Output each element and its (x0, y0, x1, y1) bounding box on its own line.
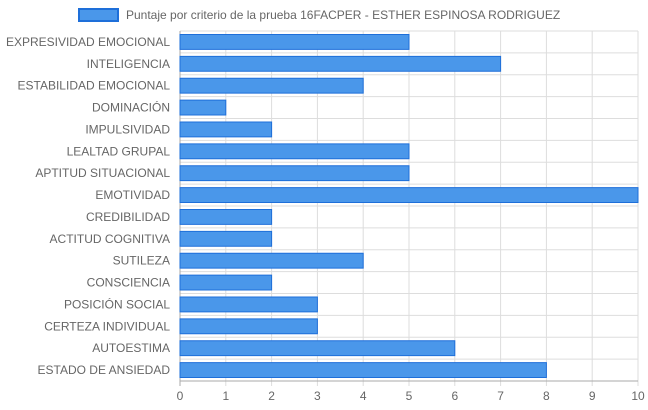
x-tick-label: 6 (451, 389, 458, 403)
bar[interactable] (179, 55, 502, 72)
x-tick-label: 2 (268, 389, 275, 403)
bar[interactable] (179, 274, 273, 291)
category-label: ESTADO DE ANSIEDAD (38, 363, 171, 377)
category-label: INTELIGENCIA (87, 57, 170, 71)
x-tick-label: 8 (543, 389, 550, 403)
bar[interactable] (179, 362, 547, 378)
grid (179, 30, 639, 386)
bar[interactable] (179, 318, 318, 335)
legend-swatch (78, 8, 119, 22)
bar[interactable] (179, 77, 364, 94)
category-label: LEALTAD GRUPAL (67, 144, 171, 158)
category-label: CERTEZA INDIVIDUAL (44, 319, 170, 333)
bar[interactable] (179, 143, 410, 160)
x-tick-label: 0 (177, 389, 184, 403)
x-tick-label: 3 (314, 389, 321, 403)
x-tick-label: 1 (222, 389, 229, 403)
bar[interactable] (179, 209, 273, 225)
x-tick-labels: 0 1 2 3 4 5 6 7 8 9 10 (177, 389, 645, 403)
bar[interactable] (179, 99, 227, 116)
category-label: POSICIÓN SOCIAL (64, 296, 170, 311)
category-label: DOMINACIÓN (92, 100, 170, 115)
bars (179, 34, 639, 378)
legend[interactable]: Puntaje por criterio de la prueba 16FACP… (78, 8, 560, 22)
category-label: EMOTIVIDAD (95, 188, 170, 202)
category-labels: EXPRESIVIDAD EMOCIONAL INTELIGENCIA ESTABI… (6, 35, 170, 377)
bar[interactable] (179, 165, 410, 182)
bar[interactable] (179, 230, 273, 247)
category-label: APTITUD SITUACIONAL (35, 166, 170, 180)
x-tick-label: 4 (360, 389, 367, 403)
legend-label: Puntaje por criterio de la prueba 16FACP… (126, 8, 560, 22)
bar[interactable] (179, 296, 318, 313)
x-tick-label: 7 (497, 389, 504, 403)
category-label: SUTILEZA (113, 254, 170, 268)
category-label: EXPRESIVIDAD EMOCIONAL (6, 35, 170, 49)
category-label: ESTABILIDAD EMOCIONAL (18, 79, 171, 93)
category-label: IMPULSIVIDAD (85, 122, 170, 136)
bar[interactable] (179, 187, 639, 203)
bar[interactable] (179, 121, 273, 138)
x-tick-label: 5 (406, 389, 413, 403)
category-label: ACTITUD COGNITIVA (50, 232, 170, 246)
bar[interactable] (179, 340, 456, 357)
x-tick-label: 10 (631, 389, 645, 403)
category-label: CREDIBILIDAD (86, 210, 170, 224)
category-label: AUTOESTIMA (92, 341, 170, 355)
x-tick-label: 9 (589, 389, 596, 403)
bar[interactable] (179, 34, 410, 50)
category-label: CONSCIENCIA (87, 276, 170, 290)
bar[interactable] (179, 252, 364, 269)
